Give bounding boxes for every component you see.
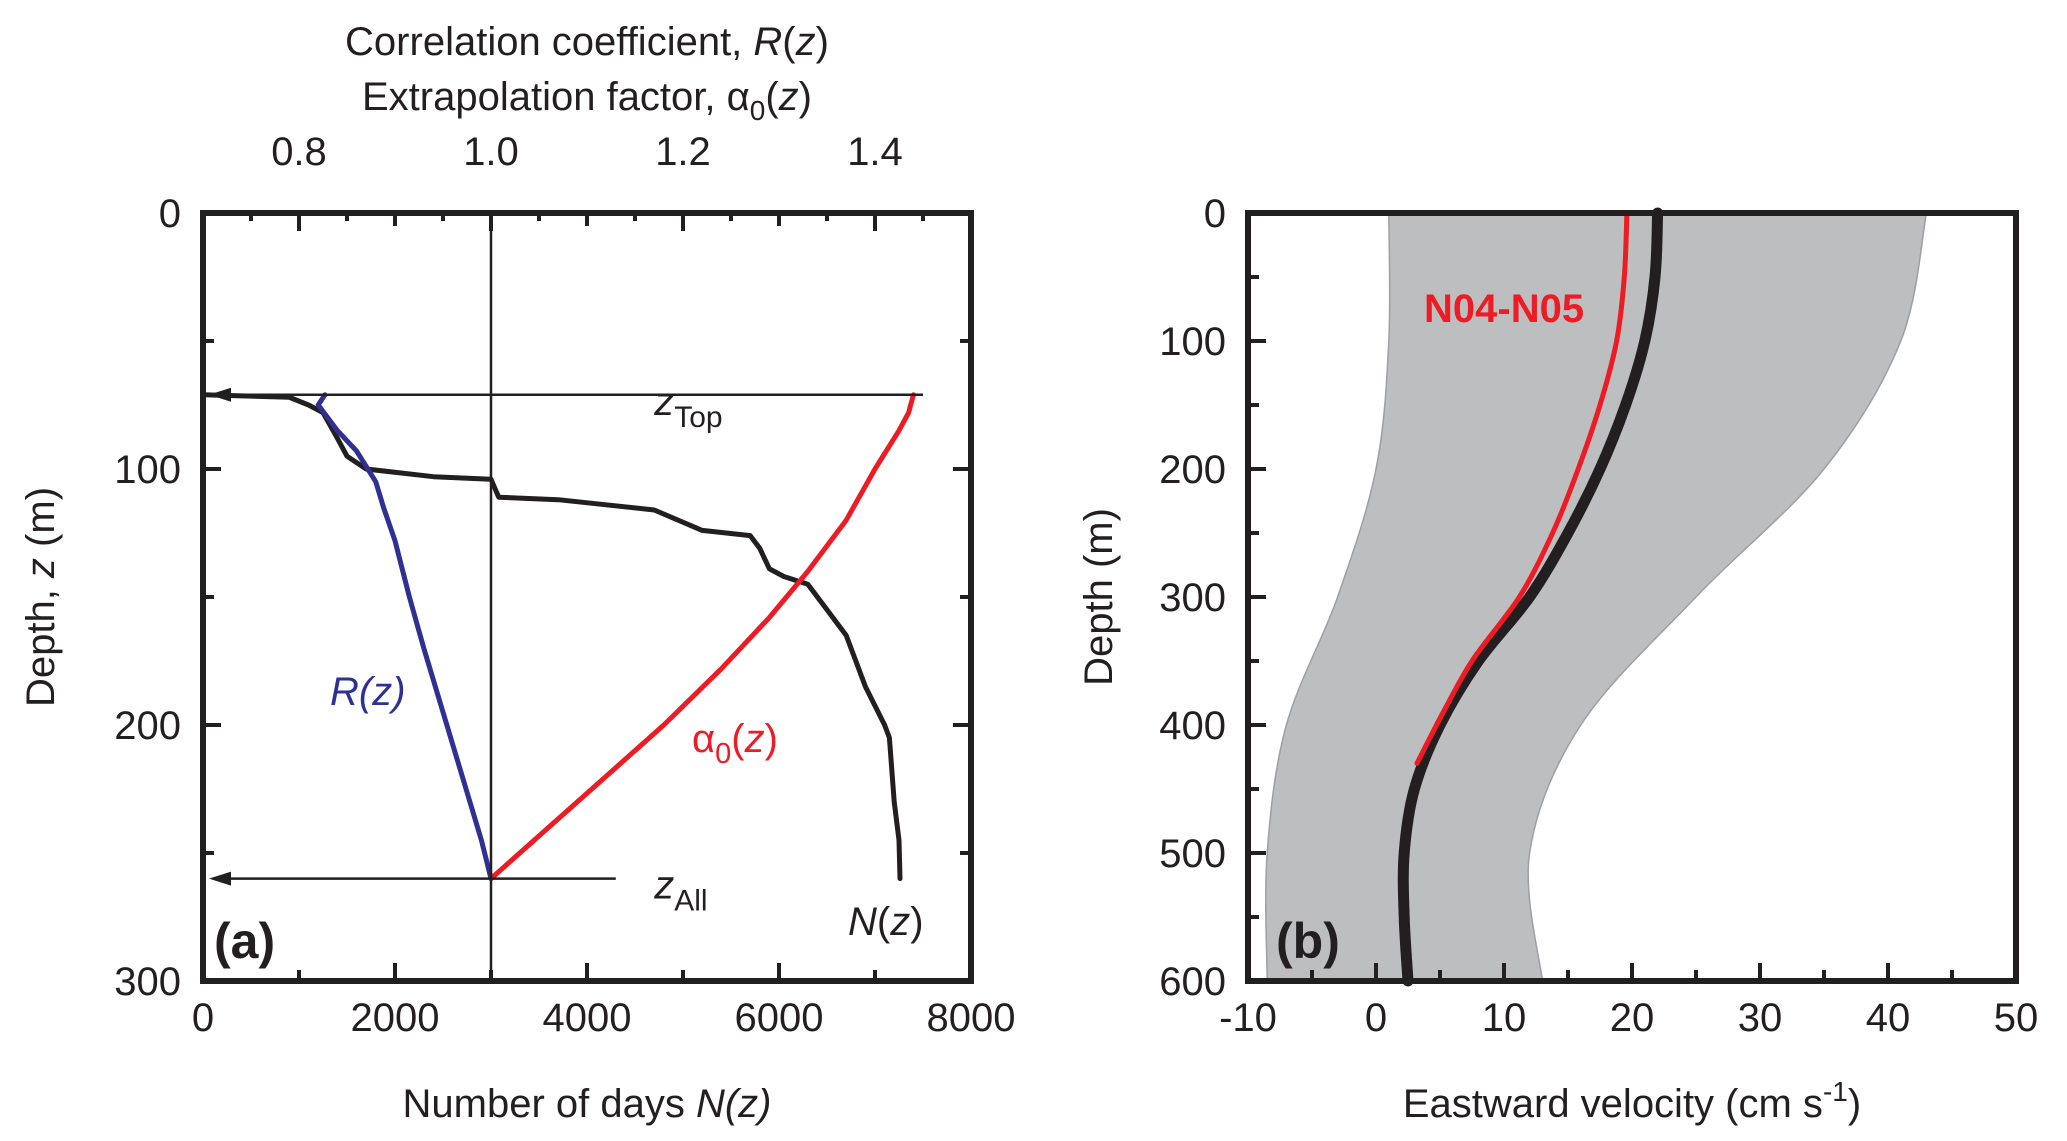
x-tick-label-b: 50: [1994, 996, 2039, 1040]
x-tick-label-b: 40: [1866, 996, 1911, 1040]
y-tick-label-a: 200: [114, 704, 181, 748]
y-tick-label-b: 100: [1159, 320, 1226, 364]
panel-a: Correlation coefficient, R(z) Extrapolat…: [19, 20, 1015, 1126]
z-top-label: zTop: [653, 380, 722, 434]
y-axis-label-a: Depth, z (m): [19, 487, 63, 707]
y-tick-label-b: 300: [1159, 576, 1226, 620]
y-tick-label-b: 200: [1159, 448, 1226, 492]
x-tick-label-a: 2000: [351, 996, 440, 1040]
x-tick-label-b: -10: [1219, 996, 1277, 1040]
top-tick-label-a: 1.0: [463, 130, 519, 174]
y-tick-label-a: 100: [114, 448, 181, 492]
y-tick-label-b: 500: [1159, 832, 1226, 876]
series-label-alpha: α0(z): [692, 717, 778, 770]
panel-a-series: [200, 392, 916, 882]
x-tick-label-a: 8000: [927, 996, 1016, 1040]
panel-a-frame: [200, 210, 974, 984]
panel-b-series: [1397, 207, 1664, 987]
x-tick-label-a: 0: [192, 996, 214, 1040]
series-label-r: R(z): [330, 670, 406, 714]
y-axis-label-b: Depth (m): [1077, 508, 1121, 686]
series-line-n04-n05: [1414, 210, 1630, 766]
top-tick-label-a: 0.8: [271, 130, 327, 174]
z-all-arrowhead: [209, 871, 231, 886]
top-axis-label-correlation: Correlation coefficient, R(z): [345, 20, 829, 64]
velocity-range-band: [1265, 212, 1928, 982]
x-tick-label-b: 10: [1482, 996, 1527, 1040]
x-tick-label-a: 4000: [543, 996, 632, 1040]
x-tick-label-b: 20: [1610, 996, 1655, 1040]
x-tick-label-b: 30: [1738, 996, 1783, 1040]
panel-b-frame: [1245, 210, 2019, 984]
panel-label-a: (a): [214, 913, 275, 969]
x-tick-label-b: 0: [1365, 996, 1387, 1040]
series-line-mean-profile: [1397, 207, 1664, 987]
x-axis-label-b: Eastward velocity (cm s-1): [1403, 1076, 1861, 1126]
y-tick-label-b: 0: [1204, 192, 1226, 236]
y-tick-label-b: 400: [1159, 704, 1226, 748]
z-all-label: zAll: [653, 864, 707, 918]
z-top-arrowhead: [209, 387, 231, 402]
series-label-n: N(z): [848, 900, 924, 944]
y-tick-label-b: 600: [1159, 960, 1226, 1004]
top-axis-label-extrapolation: Extrapolation factor, α0(z): [362, 75, 812, 126]
series-line-r: [315, 392, 494, 882]
series-line-alpha: [488, 392, 916, 882]
x-tick-label-a: 6000: [735, 996, 824, 1040]
series-label-n04-n05: N04-N05: [1424, 287, 1584, 331]
y-tick-label-a: 0: [159, 192, 181, 236]
series-line-n: [200, 392, 903, 882]
top-tick-label-a: 1.2: [655, 130, 711, 174]
y-tick-label-a: 300: [114, 960, 181, 1004]
x-axis-label-a: Number of days N(z): [403, 1082, 772, 1126]
panel-label-b: (b): [1276, 913, 1340, 969]
top-tick-label-a: 1.4: [847, 130, 903, 174]
